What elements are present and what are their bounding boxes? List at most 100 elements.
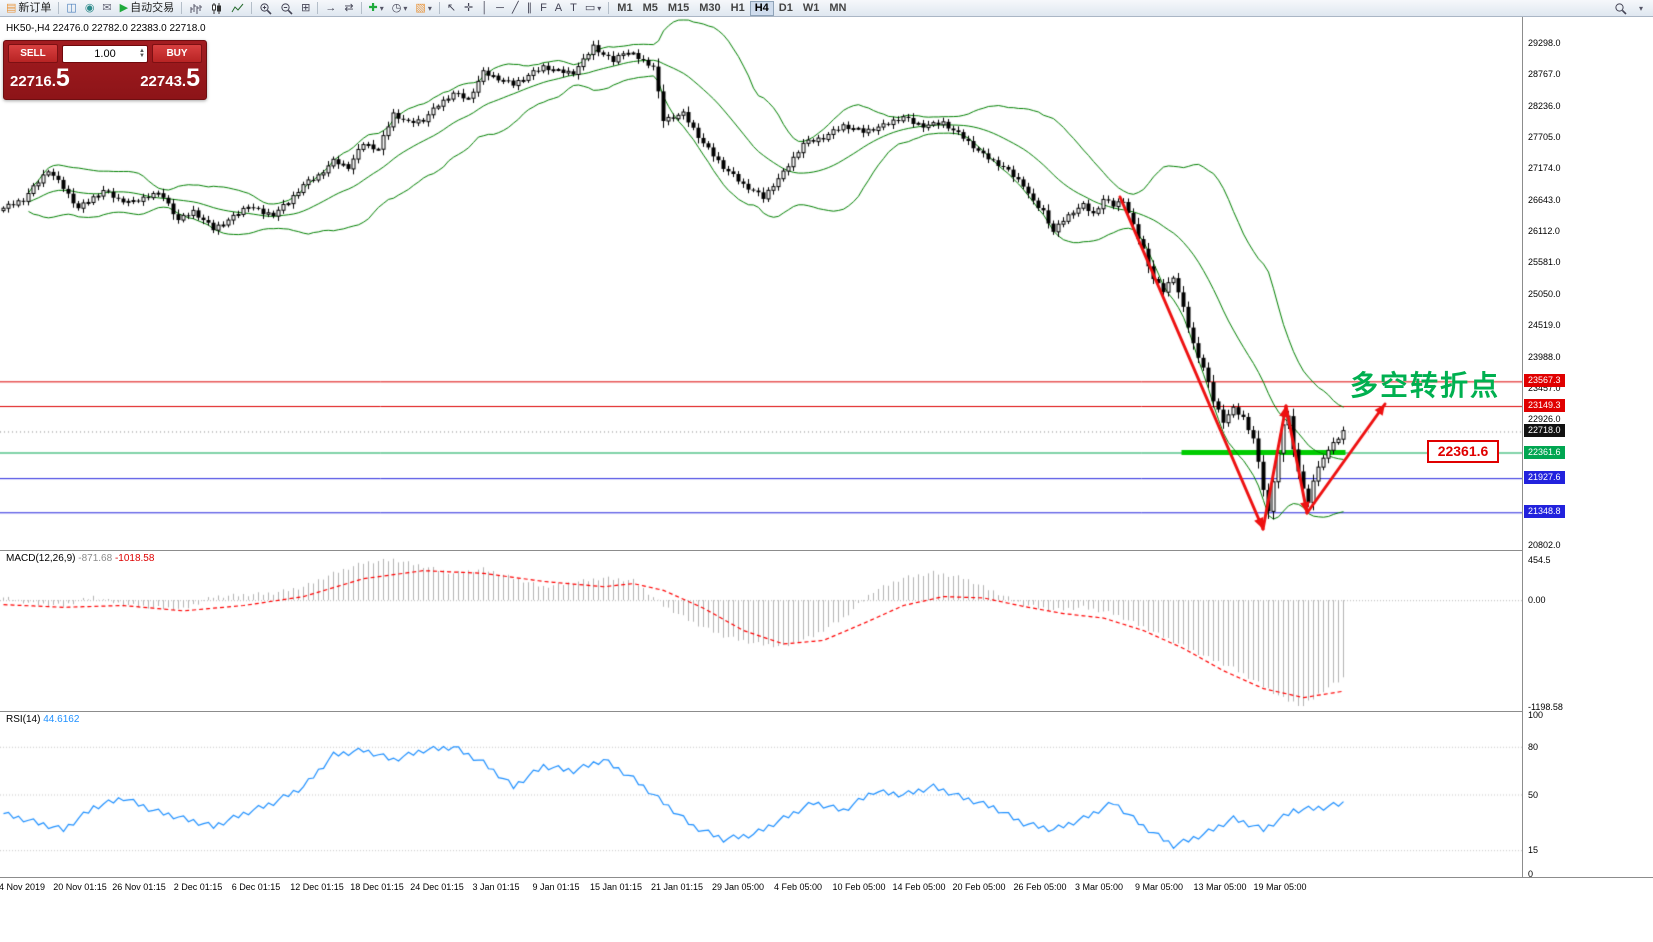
one-click-trading-panel: SELL 1.00 ▲ ▼ BUY 22716.5 22743.5 [3,40,207,100]
zoom-out-button[interactable] [276,1,297,16]
market-watch-icon: ◉ [84,1,95,14]
line-chart-type-button[interactable] [227,1,248,16]
toolbar-separator [438,2,440,14]
time-axis-label: 26 Feb 05:00 [1013,882,1067,892]
zoom-in-icon [260,2,272,15]
toolbar-separator [608,2,610,14]
timeframe-m30-button[interactable]: M30 [694,1,725,16]
fibonacci-tool-button[interactable]: F [536,1,551,16]
turning-point-annotation[interactable]: 多空转折点 [1350,370,1501,401]
periods-button[interactable]: ◷ ▾ [388,1,412,16]
rsi-axis-tick: 0 [1528,869,1534,879]
market-watch-button[interactable]: ◉ [81,1,99,16]
time-axis-label: 14 Feb 05:00 [892,882,946,892]
sell-price[interactable]: 22716.5 [10,64,70,92]
timeframe-d1-button[interactable]: D1 [774,1,798,16]
rsi-axis-tick: 15 [1528,845,1539,856]
macd-axis-tick: 0.00 [1528,595,1546,606]
rsi-indicator-canvas[interactable] [0,712,1522,877]
price-axis-tick: 20802.0 [1528,539,1561,550]
timeframe-m1-button[interactable]: M1 [612,1,637,16]
time-axis-label: 3 Mar 05:00 [1074,882,1124,892]
trendline-tool-button[interactable]: ╱ [508,1,523,16]
time-axis-label: 20 Nov 01:15 [53,882,107,892]
toolbar-separator [251,2,253,14]
timeframe-h1-button[interactable]: H1 [726,1,750,16]
toolbar-options-button[interactable]: ▾ [1635,1,1647,16]
sell-button[interactable]: SELL [8,44,58,63]
time-axis-label: 2 Dec 01:15 [173,882,223,892]
add-indicator-icon: ✚ [368,1,378,14]
bar-chart-type-button[interactable] [185,1,206,16]
rsi-axis-tick: 80 [1528,741,1539,752]
crosshair-tool-button[interactable]: ✛ [460,1,477,16]
search-button[interactable] [1610,1,1631,16]
time-axis-label: 21 Jan 01:15 [650,882,704,892]
time-axis-label: 20 Feb 05:00 [952,882,1006,892]
volume-input[interactable]: 1.00 ▲ ▼ [62,44,148,63]
timeframe-m5-button[interactable]: M5 [638,1,663,16]
volume-stepper[interactable]: ▲ ▼ [139,46,145,62]
time-axis-label: 29 Jan 05:00 [711,882,765,892]
tile-windows-button[interactable]: ⊞ [297,1,314,16]
new-order-label: 新订单 [18,1,52,14]
rsi-value: 44.6162 [43,714,80,725]
support-price-callout[interactable]: 22361.6 [1427,440,1499,463]
price-axis-tag: 22718.0 [1524,424,1565,438]
auto-scroll-icon: → [325,1,337,14]
price-axis-tick: 28236.0 [1528,100,1561,111]
price-axis-tag: 23149.3 [1524,399,1565,413]
price-axis[interactable]: 29298.0 28767.0 28236.0 27705.0 27174.0 26643… [1522,17,1653,879]
autotrade-button[interactable]: ▶ 自动交易 [116,1,178,16]
timeframe-m15-button[interactable]: M15 [663,1,694,16]
shapes-tool-button[interactable]: ▭ ▾ [581,1,605,16]
timeframe-mn-button[interactable]: MN [824,1,851,16]
macd-indicator-canvas[interactable] [0,551,1522,711]
time-axis[interactable]: 4 Nov 2019 20 Nov 01:15 26 Nov 01:15 2 Dec … [0,877,1653,942]
price-chart-canvas[interactable] [0,17,1522,550]
fibonacci-icon: F [540,1,547,14]
time-axis-label: 9 Jan 01:15 [532,882,580,892]
stepper-down-icon[interactable]: ▼ [139,52,145,59]
time-axis-label: 9 Mar 05:00 [1134,882,1184,892]
timeframe-w1-button[interactable]: W1 [798,1,825,16]
buy-button[interactable]: BUY [152,44,202,63]
pane-separator[interactable] [0,550,1653,551]
text-tool-button[interactable]: A [551,1,566,16]
horizontal-line-icon: ─ [496,1,504,14]
chevron-down-icon: ▾ [427,3,432,13]
price-axis-tick: 27705.0 [1528,132,1561,143]
chart-window-button[interactable]: ◫ [62,1,80,16]
macd-main-value: -871.68 [78,553,113,564]
label-tool-button[interactable]: T [566,1,581,16]
horizontal-line-tool-button[interactable]: ─ [492,1,508,16]
candlestick-type-button[interactable] [206,1,227,16]
chevron-down-icon: ▾ [1638,4,1643,13]
channel-tool-button[interactable]: ∥ [523,1,537,16]
toolbar-separator [317,2,319,14]
shapes-icon: ▭ [584,1,596,14]
price-axis-tick: 24519.0 [1528,320,1561,331]
toolbar-separator [181,2,183,14]
price-axis-tick: 25581.0 [1528,257,1561,268]
timeframe-h4-button[interactable]: H4 [749,0,774,16]
chart-window-icon: ◫ [66,1,77,14]
pane-separator[interactable] [0,711,1653,712]
zoom-in-button[interactable] [255,1,276,16]
stepper-up-icon[interactable]: ▲ [139,47,145,54]
rsi-axis-tick: 50 [1528,789,1539,800]
buy-price[interactable]: 22743.5 [140,64,200,92]
templates-button[interactable]: ▧ ▾ [411,1,435,16]
indicators-button[interactable]: ✚ ▾ [365,1,388,16]
auto-scroll-button[interactable]: → [321,1,340,16]
crosshair-icon: ✛ [464,1,474,14]
new-order-button[interactable]: ▤ 新订单 [2,1,55,16]
vertical-line-tool-button[interactable]: │ [477,1,492,16]
zoom-out-icon [281,2,293,15]
price-axis-tick: 26643.0 [1528,194,1561,205]
alerts-button[interactable]: ✉ [98,1,115,16]
search-icon [1615,3,1627,15]
chart-shift-button[interactable]: ⇄ [340,1,357,16]
cursor-tool-button[interactable]: ↖ [443,1,460,16]
